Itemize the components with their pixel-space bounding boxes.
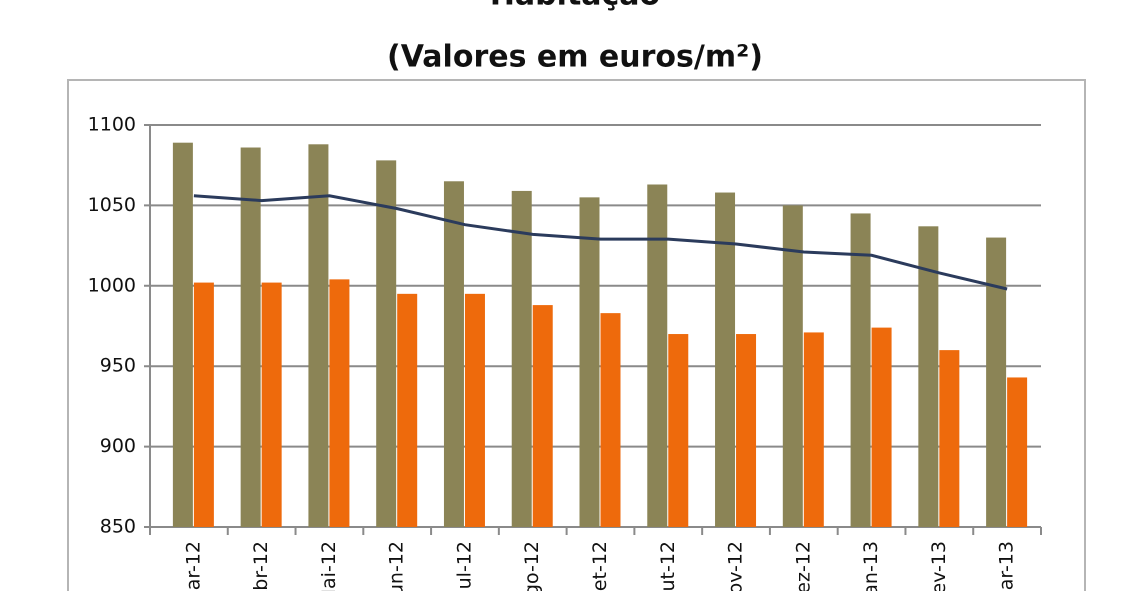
- bar: [715, 192, 736, 527]
- x-tick-label: Nov-12: [725, 541, 747, 591]
- x-tick-label: Mar-13: [996, 541, 1018, 591]
- bar: [782, 205, 803, 527]
- x-tick-label: Mar-12: [182, 541, 204, 591]
- x-tick-label: Jan-13: [860, 541, 882, 591]
- bar: [647, 184, 668, 527]
- chart-subtitle: (Valores em euros/m²): [387, 40, 763, 75]
- x-tick-label: Mai-12: [318, 541, 340, 591]
- x-tick-label: Jul-12: [453, 541, 475, 591]
- bar: [464, 293, 485, 527]
- line: [193, 194, 1008, 291]
- bar: [871, 327, 892, 527]
- bar: [397, 293, 418, 527]
- chart-frame: [67, 79, 1086, 591]
- x-tick-label: Out-12: [657, 541, 679, 591]
- bar: [308, 144, 329, 527]
- bar: [261, 282, 282, 527]
- bar: [172, 142, 193, 528]
- x-tick-label: Ago-12: [521, 541, 543, 591]
- bar: [668, 334, 689, 527]
- bar: [376, 160, 397, 527]
- chart-title: Habitação: [490, 0, 660, 13]
- bar: [918, 226, 939, 527]
- y-tick-label: 1050: [88, 194, 136, 216]
- bar: [986, 237, 1007, 527]
- bar: [1007, 377, 1028, 527]
- bar: [443, 181, 464, 527]
- x-tick-label: Abr-12: [250, 541, 272, 591]
- x-tick-label: Set-12: [589, 541, 611, 591]
- y-tick-label: 950: [100, 355, 136, 377]
- bar: [803, 332, 824, 527]
- y-tick-label: 1100: [88, 114, 136, 136]
- x-tick-label: Fev-13: [928, 541, 950, 591]
- bar: [736, 334, 757, 527]
- bar: [329, 279, 350, 527]
- y-tick-label: 1000: [88, 274, 136, 296]
- bar: [579, 197, 600, 528]
- x-tick-label: Jun-12: [386, 541, 408, 591]
- bar: [850, 213, 871, 527]
- bar: [511, 190, 532, 528]
- bar: [193, 282, 214, 527]
- y-tick-label: 900: [100, 435, 136, 457]
- x-tick-label: Dez-12: [792, 541, 814, 591]
- y-tick-label: 850: [100, 516, 136, 538]
- bar: [240, 147, 261, 527]
- bar: [600, 313, 621, 527]
- bar: [939, 350, 960, 527]
- bar: [532, 305, 553, 527]
